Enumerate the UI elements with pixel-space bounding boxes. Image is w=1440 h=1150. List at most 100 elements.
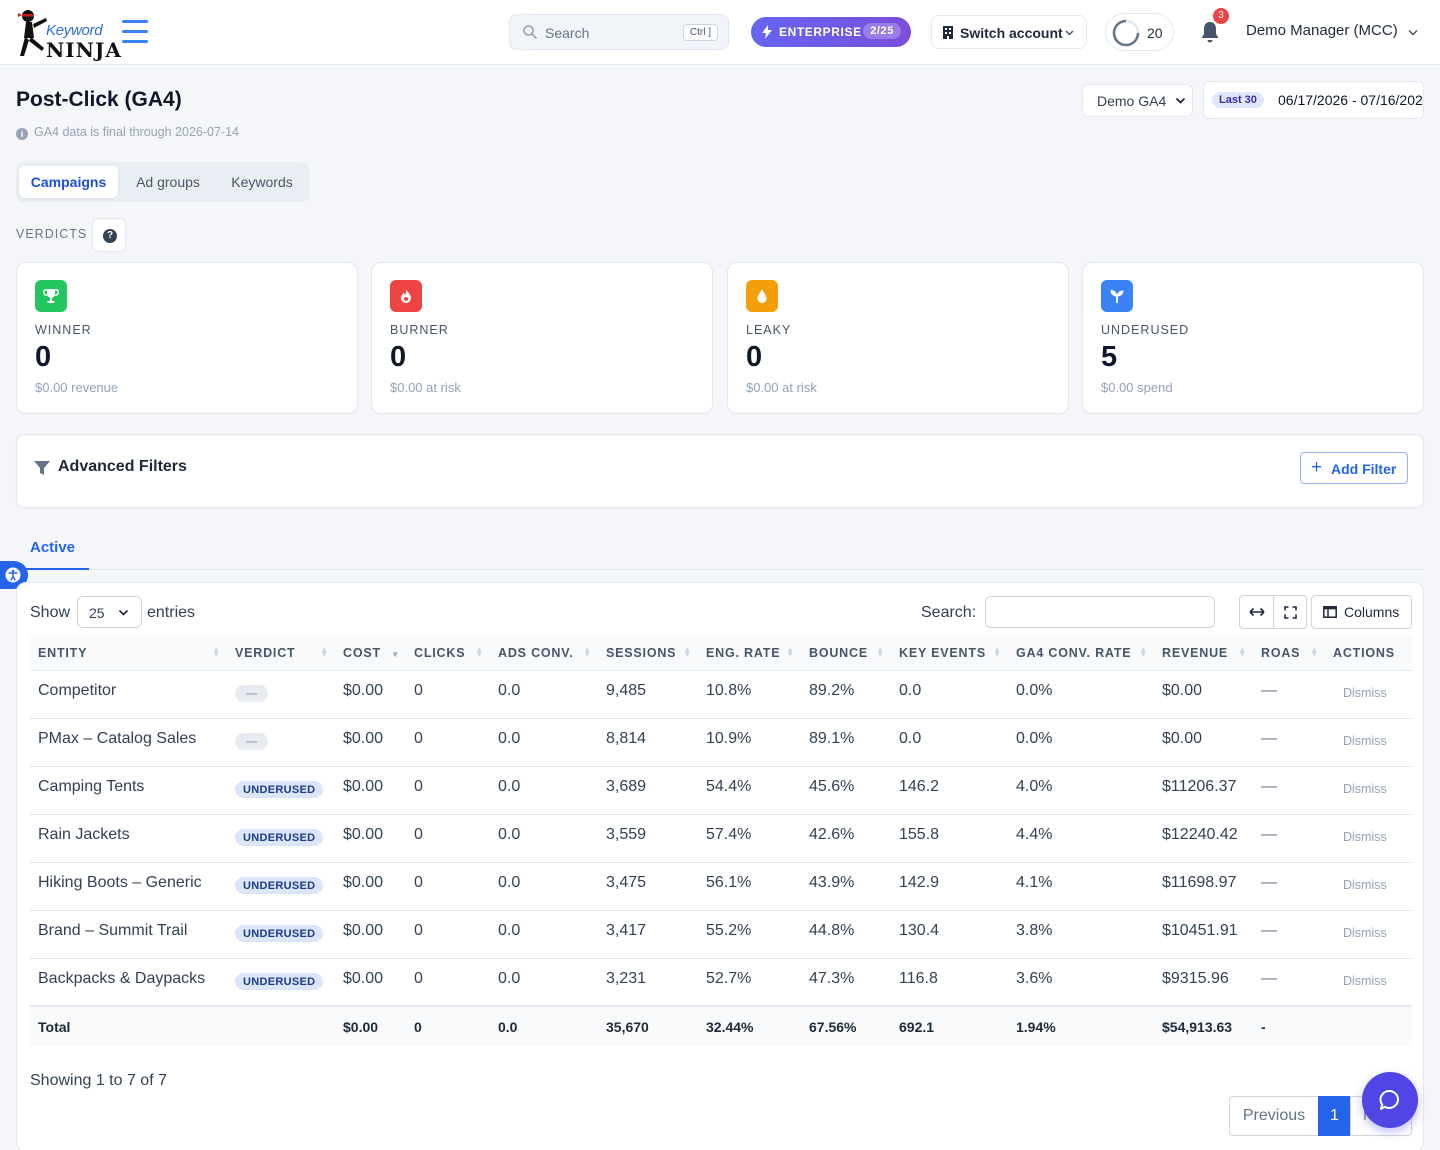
chat-widget-button[interactable] <box>1362 1072 1418 1128</box>
table-search-input[interactable] <box>985 596 1215 628</box>
roas-cell: — <box>1253 910 1325 959</box>
column-header-entity[interactable]: ENTITY ▲ ▼ <box>30 636 227 671</box>
pagination-page-1[interactable]: 1 <box>1318 1096 1351 1136</box>
table-row[interactable]: Backpacks & Daypacks UNDERUSED $0.00 0 0.0 3,… <box>30 958 1412 1007</box>
sort-icon: ▲ ▼ <box>1310 645 1319 659</box>
column-header-label: ROAS <box>1261 645 1301 660</box>
switch-account-button[interactable]: Switch account <box>931 15 1087 49</box>
fullscreen-button[interactable] <box>1273 595 1307 629</box>
table-row[interactable]: Rain Jackets UNDERUSED $0.00 0 0.0 3,559 57.4%… <box>30 814 1412 863</box>
column-header-verdict[interactable]: VERDICT ▲ ▼ <box>227 636 335 671</box>
roas-cell: — <box>1253 958 1325 1007</box>
table-row[interactable]: Brand – Summit Trail UNDERUSED $0.00 0 0.0 3,… <box>30 910 1412 959</box>
total-ga4-conv-rate-cell: 1.94% <box>1008 1005 1154 1046</box>
global-search-input[interactable]: Search Ctrl ] <box>509 14 729 50</box>
enterprise-plan-badge[interactable]: ENTERPRISE 2/25 <box>751 17 911 47</box>
bounce-cell: 89.1% <box>801 718 891 767</box>
verdict-label: WINNER <box>35 323 92 337</box>
columns-icon <box>1323 606 1337 618</box>
actions-cell: Dismiss <box>1325 910 1412 959</box>
dismiss-button[interactable]: Dismiss <box>1343 925 1387 940</box>
dismiss-button[interactable]: Dismiss <box>1343 877 1387 892</box>
sort-icon: ▲ ▼ <box>1238 645 1247 659</box>
bolt-icon <box>762 25 772 39</box>
bounce-cell: 42.6% <box>801 814 891 863</box>
clicks-cell: 0 <box>406 766 490 815</box>
tab-campaigns[interactable]: Campaigns <box>19 166 118 198</box>
verdict-card-burner[interactable]: BURNER 0 $0.00 at risk <box>371 262 713 414</box>
column-header-ga4-conv-rate[interactable]: GA4 CONV. RATE ▲ ▼ <box>1008 636 1154 671</box>
add-filter-button[interactable]: + Add Filter <box>1300 452 1408 484</box>
expand-width-button[interactable] <box>1239 595 1274 629</box>
bell-icon[interactable] <box>1199 20 1221 44</box>
column-header-cost[interactable]: COST ▼ <box>335 636 406 671</box>
verdict-subtext: $0.00 revenue <box>35 380 119 395</box>
key-events-cell: 146.2 <box>891 766 1008 815</box>
column-header-clicks[interactable]: CLICKS ▲ ▼ <box>406 636 490 671</box>
dismiss-button[interactable]: Dismiss <box>1343 733 1387 748</box>
dismiss-button[interactable]: Dismiss <box>1343 973 1387 988</box>
pagination-previous[interactable]: Previous <box>1229 1096 1319 1136</box>
table-row[interactable]: Camping Tents UNDERUSED $0.00 0 0.0 3,689 54.4… <box>30 766 1412 815</box>
keyword-ninja-logo[interactable]: Keyword NINJA <box>16 4 121 62</box>
verdict-card-underused[interactable]: UNDERUSED 5 $0.00 spend <box>1082 262 1424 414</box>
column-header-label: GA4 CONV. RATE <box>1016 645 1132 660</box>
credits-indicator[interactable]: 20 <box>1105 13 1174 51</box>
columns-button[interactable]: Columns <box>1311 595 1412 629</box>
sessions-cell: 3,475 <box>598 862 698 911</box>
sort-icon: ▲ ▼ <box>583 645 592 659</box>
dismiss-button[interactable]: Dismiss <box>1343 685 1387 700</box>
date-range-picker[interactable]: Last 30 06/17/2026 - 07/16/2026 <box>1203 81 1424 119</box>
column-header-roas[interactable]: ROAS ▲ ▼ <box>1253 636 1325 671</box>
ga4-property-select[interactable]: Demo GA4 <box>1082 84 1193 117</box>
user-account-menu[interactable]: Demo Manager (MCC) <box>1246 22 1398 39</box>
verdicts-help-button[interactable]: ? <box>92 218 126 252</box>
verdict-badge: — <box>235 732 269 750</box>
revenue-cell: $0.00 <box>1154 670 1253 719</box>
actions-cell: Dismiss <box>1325 958 1412 1007</box>
table-row[interactable]: Competitor — $0.00 0 0.0 9,485 10.8% 89.2% 0.0 0.… <box>30 670 1412 719</box>
dismiss-button[interactable]: Dismiss <box>1343 829 1387 844</box>
total-roas-cell: - <box>1253 1005 1325 1046</box>
clicks-cell: 0 <box>406 910 490 959</box>
column-header-sessions[interactable]: SESSIONS ▲ ▼ <box>598 636 698 671</box>
sprout-icon <box>1101 280 1133 312</box>
column-header-label: COST <box>343 645 381 660</box>
arrows-horizontal-icon <box>1249 607 1265 617</box>
tab-ad-groups[interactable]: Ad groups <box>136 174 200 190</box>
verdict-card-leaky[interactable]: LEAKY 0 $0.00 at risk <box>727 262 1069 414</box>
menu-toggle-button[interactable] <box>122 20 148 44</box>
ads-conv-cell: 0.0 <box>490 958 598 1007</box>
property-select-value: Demo GA4 <box>1097 93 1167 109</box>
date-preset-badge: Last 30 <box>1212 92 1264 108</box>
roas-cell: — <box>1253 718 1325 767</box>
verdict-subtext: $0.00 at risk <box>390 380 461 395</box>
dismiss-button[interactable]: Dismiss <box>1343 781 1387 796</box>
logo-ninja-text: NINJA <box>46 38 122 62</box>
verdict-card-winner[interactable]: WINNER 0 $0.00 revenue <box>16 262 358 414</box>
tab-keywords[interactable]: Keywords <box>231 174 293 190</box>
key-events-cell: 142.9 <box>891 862 1008 911</box>
column-header-key-events[interactable]: KEY EVENTS ▲ ▼ <box>891 636 1008 671</box>
column-header-bounce[interactable]: BOUNCE ▲ ▼ <box>801 636 891 671</box>
chat-icon <box>1379 1090 1399 1110</box>
sessions-cell: 3,559 <box>598 814 698 863</box>
table-row[interactable]: PMax – Catalog Sales — $0.00 0 0.0 8,814 10.9%… <box>30 718 1412 767</box>
table-row[interactable]: Hiking Boots – Generic UNDERUSED $0.00 0 0.0… <box>30 862 1412 911</box>
tab-active[interactable]: Active <box>16 530 89 570</box>
column-header-ads-conv[interactable]: ADS CONV. ▲ ▼ <box>490 636 598 671</box>
column-header-label: ENTITY <box>38 645 88 660</box>
building-icon <box>943 26 953 39</box>
column-header-label: ADS CONV. <box>498 645 574 660</box>
logo-keyword-text: Keyword <box>46 22 103 39</box>
ga4-note-text: GA4 data is final through 2026-07-14 <box>34 125 239 139</box>
ga4-conv-rate-cell: 4.1% <box>1008 862 1154 911</box>
ga4-conv-rate-cell: 3.8% <box>1008 910 1154 959</box>
column-header-revenue[interactable]: REVENUE ▲ ▼ <box>1154 636 1253 671</box>
column-header-eng-rate[interactable]: ENG. RATE ▲ ▼ <box>698 636 801 671</box>
clicks-cell: 0 <box>406 670 490 719</box>
column-header-label: CLICKS <box>414 645 466 660</box>
column-header-label: SESSIONS <box>606 645 677 660</box>
page-length-select[interactable]: 25 <box>77 596 142 628</box>
ga4-conv-rate-cell: 4.0% <box>1008 766 1154 815</box>
